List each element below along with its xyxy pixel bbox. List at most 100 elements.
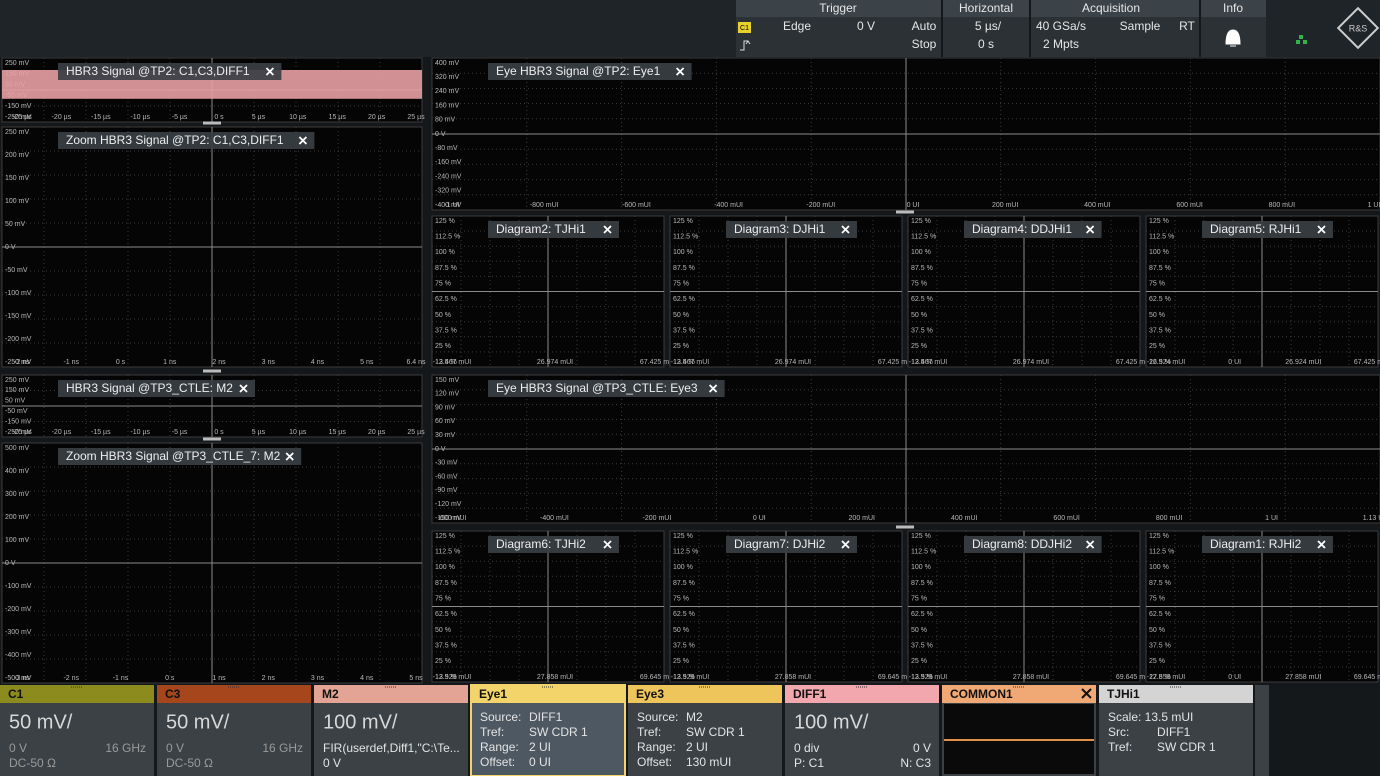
y-axis-label: -500 mV <box>5 675 32 682</box>
close-icon <box>841 540 850 549</box>
y-axis-label: 125 % <box>435 533 455 540</box>
trigger-mode: Auto <box>912 19 937 33</box>
x-axis-label: 20 µs <box>368 114 386 121</box>
y-axis-label: 112.5 % <box>911 549 936 556</box>
y-axis-label: -400 mV <box>435 202 462 209</box>
y-axis-label: 87.5 % <box>911 265 933 272</box>
window-title[interactable]: Zoom HBR3 Signal @TP3_CTLE_7: M2 <box>66 449 281 463</box>
tab-header[interactable] <box>0 685 154 703</box>
x-axis-label: 25 µs <box>407 114 425 121</box>
x-axis-label: 2 ns <box>212 359 226 366</box>
tab-text: SW CDR 1 <box>529 725 588 739</box>
y-axis-label: 87.5 % <box>673 265 695 272</box>
x-axis-label: 26.924 mUI <box>1285 359 1321 366</box>
tab-name[interactable]: M2 <box>322 687 339 701</box>
y-axis-label: 25 % <box>1149 658 1165 665</box>
heading[interactable]: Acquisition <box>1082 1 1140 15</box>
y-axis-label: 100 % <box>1149 564 1169 571</box>
tab-name[interactable]: COMMON1 <box>950 687 1013 701</box>
window-title[interactable]: Diagram4: DDJHi1 <box>972 222 1072 236</box>
tab-text: DIFF1 <box>1157 725 1191 739</box>
splitter-handle[interactable] <box>203 437 221 441</box>
window-title[interactable]: HBR3 Signal @TP3_CTLE: M2 <box>66 381 233 395</box>
tab-text: Src: <box>1108 725 1129 739</box>
splitter-handle[interactable] <box>896 525 914 529</box>
x-axis-label: -20 µs <box>52 114 72 121</box>
window-title[interactable]: Diagram6: TJHi2 <box>496 537 586 551</box>
tab-name[interactable]: C1 <box>8 687 24 701</box>
tab-header[interactable] <box>314 685 468 703</box>
window-title[interactable]: Diagram2: TJHi1 <box>496 222 586 236</box>
window-title[interactable]: Diagram8: DDJHi2 <box>972 537 1072 551</box>
y-axis-label: 75 % <box>673 281 689 288</box>
close-icon <box>285 452 294 461</box>
window-title[interactable]: Diagram5: RJHi1 <box>1210 222 1302 236</box>
y-axis-label: 62.5 % <box>1149 611 1171 618</box>
close-icon[interactable] <box>1081 688 1092 699</box>
window-title[interactable]: Diagram3: DJHi1 <box>734 222 826 236</box>
y-axis-label: -150 mV <box>5 103 32 110</box>
logo-diamond <box>1336 6 1380 50</box>
y-axis-label: 37.5 % <box>1149 643 1171 650</box>
tab-scale: 100 mV/ <box>794 711 869 733</box>
y-axis-label: 250 mV <box>5 60 29 67</box>
window-title-box <box>488 536 619 553</box>
window-title-box <box>488 380 725 397</box>
y-axis-label: 25 % <box>435 343 451 350</box>
y-axis-label: -250 mV <box>5 114 32 121</box>
run-state[interactable]: Stop <box>912 37 937 51</box>
bell-icon[interactable] <box>1225 29 1241 47</box>
splitter-handle[interactable] <box>203 369 221 373</box>
y-axis-label: 150 mV <box>5 175 29 182</box>
x-axis-label: 1 UI <box>1265 515 1278 522</box>
y-axis-label: 62.5 % <box>435 611 457 618</box>
window-title[interactable]: Eye HBR3 Signal @TP3_CTLE: Eye3 <box>496 381 698 395</box>
tab-name[interactable]: DIFF1 <box>793 687 827 701</box>
tab-header[interactable] <box>785 685 939 703</box>
tab-text: Offset: <box>480 755 515 769</box>
splitter-handle[interactable] <box>896 210 914 214</box>
tab-header[interactable] <box>157 685 311 703</box>
tab-name[interactable]: C3 <box>165 687 181 701</box>
close-icon <box>841 225 850 234</box>
window-title[interactable]: Diagram1: RJHi2 <box>1210 537 1302 551</box>
close-icon <box>603 540 612 549</box>
tab-header[interactable] <box>471 685 625 703</box>
tab-header[interactable] <box>1099 685 1253 703</box>
heading[interactable]: Horizontal <box>959 1 1013 15</box>
x-axis-label: -1 ns <box>113 675 129 682</box>
y-axis-label: 25 % <box>673 658 689 665</box>
y-axis-label: -80 mV <box>435 145 458 152</box>
window-title[interactable]: Diagram7: DJHi2 <box>734 537 826 551</box>
y-axis-label: 80 mV <box>435 117 456 124</box>
x-axis-label: 0 s <box>116 359 126 366</box>
window-title[interactable]: Zoom HBR3 Signal @TP2: C1,C3,DIFF1 <box>66 133 284 147</box>
y-axis-label: 240 mV <box>435 88 459 95</box>
close-icon <box>603 225 612 234</box>
tab-header[interactable] <box>942 685 1096 703</box>
heading[interactable]: Info <box>1223 1 1243 15</box>
tab-name[interactable]: Eye1 <box>479 687 507 701</box>
window-title-box <box>58 380 255 397</box>
tab-header[interactable] <box>628 685 782 703</box>
window-title[interactable]: HBR3 Signal @TP2: C1,C3,DIFF1 <box>66 64 250 78</box>
tab-text: SW CDR 1 <box>686 725 745 739</box>
close-icon <box>675 67 685 76</box>
y-axis-label: 12.5 % <box>911 674 933 681</box>
x-axis-label: 600 mUI <box>1176 202 1203 209</box>
x-axis-label: -3 ns <box>14 675 30 682</box>
tab-name[interactable]: Eye3 <box>636 687 664 701</box>
y-axis-label: -50 mV <box>5 267 28 274</box>
y-axis-label: -100 mV <box>5 583 32 590</box>
tab-name[interactable]: TJHi1 <box>1107 687 1140 701</box>
y-axis-label: 125 % <box>911 218 931 225</box>
acq-mode: Sample <box>1120 19 1161 33</box>
x-axis-label: 27.858 mUI <box>1285 674 1321 681</box>
tab-text: FIR(userdef,Diff1,"C:\Te... <box>323 741 460 755</box>
splitter-handle[interactable] <box>203 121 221 125</box>
x-axis-label: 2 ns <box>262 675 276 682</box>
tab-text: 2 UI <box>686 740 708 754</box>
window-title[interactable]: Eye HBR3 Signal @TP2: Eye1 <box>496 64 661 78</box>
heading[interactable]: Trigger <box>819 1 857 15</box>
